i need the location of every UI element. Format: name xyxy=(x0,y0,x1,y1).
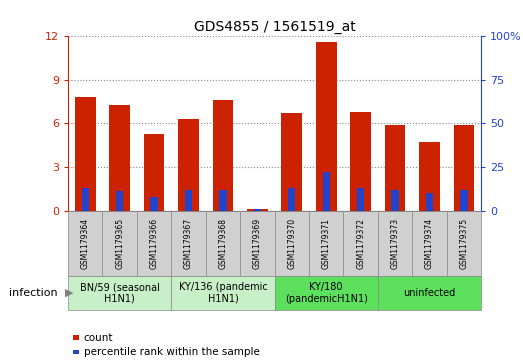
Text: ▶: ▶ xyxy=(65,288,74,298)
Bar xyxy=(281,113,302,211)
Text: BN/59 (seasonal
H1N1): BN/59 (seasonal H1N1) xyxy=(79,282,160,304)
Bar xyxy=(247,209,268,211)
Bar xyxy=(219,189,226,211)
Text: GSM1179364: GSM1179364 xyxy=(81,218,90,269)
Text: GSM1179365: GSM1179365 xyxy=(115,218,124,269)
Bar xyxy=(212,100,233,211)
Text: GSM1179367: GSM1179367 xyxy=(184,218,193,269)
Bar xyxy=(82,188,89,211)
Bar xyxy=(453,125,474,211)
Bar xyxy=(185,189,192,211)
Bar xyxy=(323,172,330,211)
Text: percentile rank within the sample: percentile rank within the sample xyxy=(84,347,259,357)
Bar xyxy=(151,197,157,211)
Bar xyxy=(288,188,295,211)
Bar xyxy=(254,209,261,211)
Bar xyxy=(144,134,164,211)
Bar xyxy=(350,112,371,211)
Text: GSM1179374: GSM1179374 xyxy=(425,218,434,269)
Bar xyxy=(116,191,123,211)
Text: GSM1179368: GSM1179368 xyxy=(219,218,228,269)
Text: KY/180
(pandemicH1N1): KY/180 (pandemicH1N1) xyxy=(285,282,368,304)
Text: KY/136 (pandemic
H1N1): KY/136 (pandemic H1N1) xyxy=(178,282,267,304)
Text: GSM1179369: GSM1179369 xyxy=(253,218,262,269)
Bar xyxy=(316,42,337,211)
Text: GSM1179370: GSM1179370 xyxy=(287,218,297,269)
Text: infection: infection xyxy=(9,288,58,298)
Title: GDS4855 / 1561519_at: GDS4855 / 1561519_at xyxy=(194,20,356,34)
Bar xyxy=(392,189,399,211)
Bar xyxy=(75,97,96,211)
Text: GSM1179372: GSM1179372 xyxy=(356,218,365,269)
Text: count: count xyxy=(84,333,113,343)
Text: uninfected: uninfected xyxy=(403,288,456,298)
Bar xyxy=(460,189,468,211)
Text: GSM1179375: GSM1179375 xyxy=(459,218,469,269)
Bar xyxy=(385,125,405,211)
Text: GSM1179371: GSM1179371 xyxy=(322,218,331,269)
Bar xyxy=(178,119,199,211)
Bar xyxy=(419,142,440,211)
Text: GSM1179373: GSM1179373 xyxy=(391,218,400,269)
Text: GSM1179366: GSM1179366 xyxy=(150,218,158,269)
Bar xyxy=(426,193,433,211)
Bar xyxy=(109,105,130,211)
Bar xyxy=(357,188,364,211)
